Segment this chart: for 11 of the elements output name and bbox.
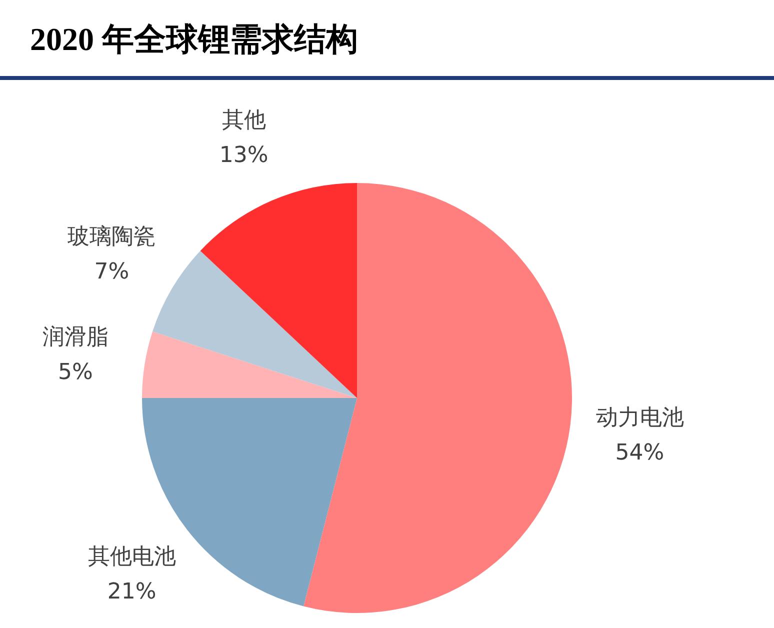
slice-label: 其他 — [222, 108, 266, 134]
chart-title: 2020 年全球锂需求结构 — [30, 20, 358, 59]
slice-label: 润滑脂 — [42, 325, 109, 350]
data-label: 21% — [107, 579, 156, 604]
data-label: 7% — [94, 260, 130, 285]
data-label: 5% — [58, 360, 93, 386]
slice-label: 动力电池 — [596, 405, 684, 430]
slice-label: 其他电池 — [88, 544, 176, 570]
data-label: 13% — [219, 143, 268, 168]
data-label: 54% — [615, 440, 664, 466]
slice-label: 玻璃陶瓷 — [68, 224, 156, 250]
